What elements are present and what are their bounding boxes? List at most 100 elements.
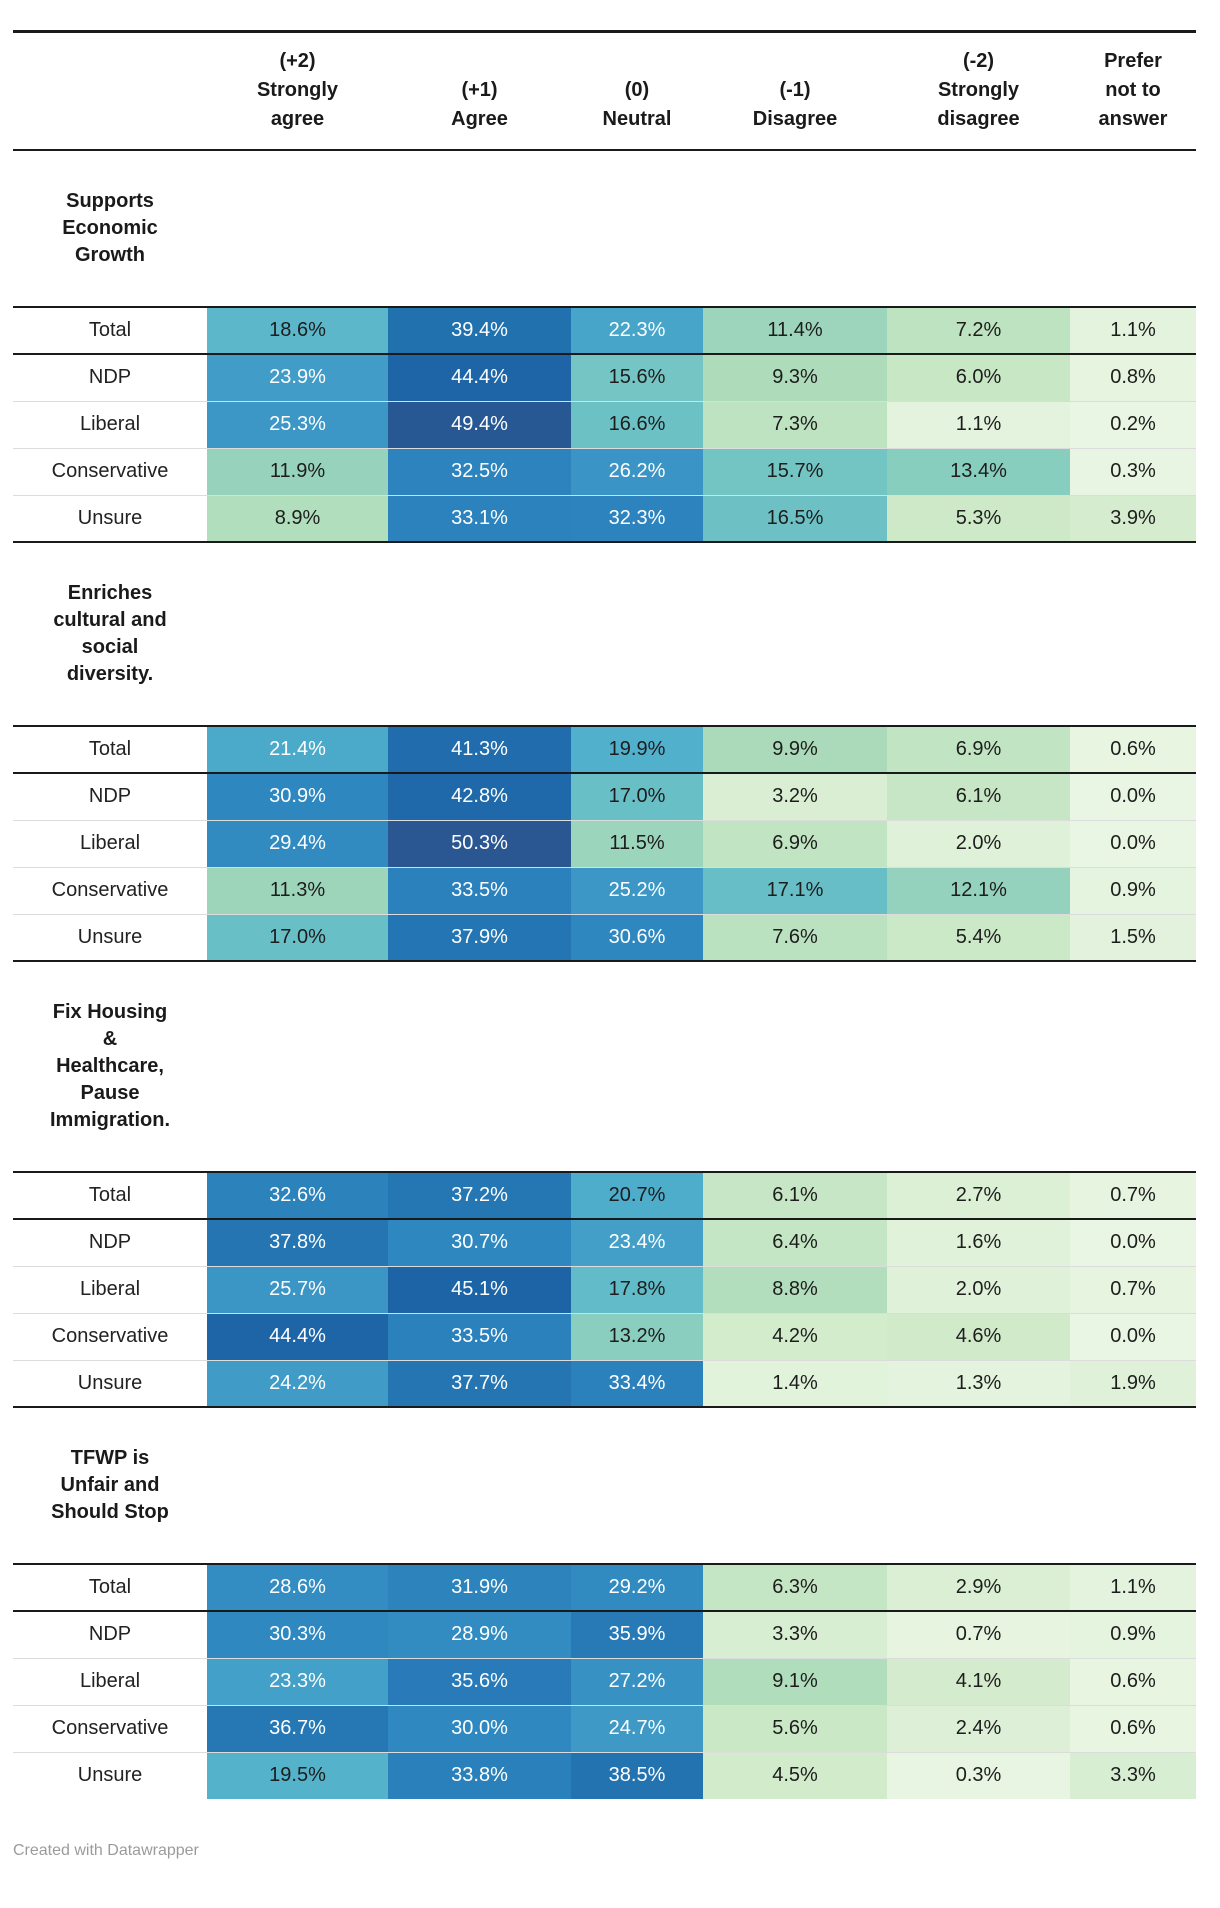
value-cell-agree: 30.0%: [388, 1705, 571, 1752]
row-label: NDP: [13, 354, 207, 401]
value-cell-strongly-agree: 36.7%: [207, 1705, 388, 1752]
value-cell-strongly-agree: 25.3%: [207, 401, 388, 448]
value-cell-strongly-disagree: 13.4%: [887, 448, 1070, 495]
value-cell-neutral: 22.3%: [571, 307, 703, 354]
value-cell-prefer-not-to-answer: 0.0%: [1070, 1219, 1196, 1266]
value-cell-neutral: 20.7%: [571, 1172, 703, 1219]
table-row: Total 32.6% 37.2% 20.7% 6.1% 2.7% 0.7%: [13, 1172, 1196, 1219]
table-row: Conservative 11.3% 33.5% 25.2% 17.1% 12.1% 0.9…: [13, 867, 1196, 914]
value-cell-agree: 35.6%: [388, 1658, 571, 1705]
value-cell-agree: 45.1%: [388, 1266, 571, 1313]
value-cell-agree: 44.4%: [388, 354, 571, 401]
value-cell-disagree: 5.6%: [703, 1705, 887, 1752]
table-row: Liberal 29.4% 50.3% 11.5% 6.9% 2.0% 0.0%: [13, 820, 1196, 867]
value-cell-agree: 37.9%: [388, 914, 571, 961]
value-cell-strongly-agree: 23.9%: [207, 354, 388, 401]
column-header-agree: (+1) Agree: [451, 79, 508, 130]
value-cell-neutral: 17.0%: [571, 773, 703, 820]
value-cell-prefer-not-to-answer: 1.5%: [1070, 914, 1196, 961]
value-cell-prefer-not-to-answer: 0.3%: [1070, 448, 1196, 495]
table-row: Liberal 23.3% 35.6% 27.2% 9.1% 4.1% 0.6%: [13, 1658, 1196, 1705]
section-title-row: TFWP is Unfair and Should Stop: [13, 1407, 1196, 1564]
section-title-row: Supports Economic Growth: [13, 150, 1196, 307]
value-cell-neutral: 29.2%: [571, 1564, 703, 1611]
value-cell-neutral: 16.6%: [571, 401, 703, 448]
table-row: Conservative 11.9% 32.5% 26.2% 15.7% 13.4% 0.3…: [13, 448, 1196, 495]
value-cell-agree: 28.9%: [388, 1611, 571, 1658]
value-cell-agree: 33.1%: [388, 495, 571, 542]
value-cell-strongly-disagree: 12.1%: [887, 867, 1070, 914]
value-cell-prefer-not-to-answer: 0.7%: [1070, 1172, 1196, 1219]
row-label: Total: [13, 726, 207, 773]
value-cell-disagree: 9.3%: [703, 354, 887, 401]
value-cell-neutral: 35.9%: [571, 1611, 703, 1658]
value-cell-neutral: 30.6%: [571, 914, 703, 961]
value-cell-strongly-disagree: 6.1%: [887, 773, 1070, 820]
value-cell-disagree: 6.1%: [703, 1172, 887, 1219]
table-row: Unsure 24.2% 37.7% 33.4% 1.4% 1.3% 1.9%: [13, 1360, 1196, 1407]
table-row: Conservative 36.7% 30.0% 24.7% 5.6% 2.4% 0.6%: [13, 1705, 1196, 1752]
value-cell-strongly-disagree: 7.2%: [887, 307, 1070, 354]
value-cell-neutral: 11.5%: [571, 820, 703, 867]
value-cell-agree: 33.5%: [388, 867, 571, 914]
value-cell-agree: 41.3%: [388, 726, 571, 773]
value-cell-strongly-disagree: 4.6%: [887, 1313, 1070, 1360]
column-header-neutral: (0) Neutral: [602, 79, 672, 130]
section-title-spacer: [207, 150, 1196, 307]
value-cell-prefer-not-to-answer: 0.9%: [1070, 1611, 1196, 1658]
value-cell-neutral: 33.4%: [571, 1360, 703, 1407]
value-cell-prefer-not-to-answer: 1.9%: [1070, 1360, 1196, 1407]
value-cell-strongly-agree: 30.3%: [207, 1611, 388, 1658]
row-label: Liberal: [13, 401, 207, 448]
value-cell-strongly-agree: 44.4%: [207, 1313, 388, 1360]
table-row: Liberal 25.7% 45.1% 17.8% 8.8% 2.0% 0.7%: [13, 1266, 1196, 1313]
value-cell-neutral: 13.2%: [571, 1313, 703, 1360]
value-cell-strongly-disagree: 2.9%: [887, 1564, 1070, 1611]
column-header-prefer-not-to-answer: Prefer not to answer: [1098, 50, 1168, 130]
value-cell-disagree: 4.5%: [703, 1752, 887, 1799]
table-row: NDP 37.8% 30.7% 23.4% 6.4% 1.6% 0.0%: [13, 1219, 1196, 1266]
row-label: Liberal: [13, 1658, 207, 1705]
row-label: NDP: [13, 1611, 207, 1658]
value-cell-prefer-not-to-answer: 0.6%: [1070, 1705, 1196, 1752]
table-row: Total 28.6% 31.9% 29.2% 6.3% 2.9% 1.1%: [13, 1564, 1196, 1611]
value-cell-neutral: 32.3%: [571, 495, 703, 542]
section-title-row: Fix Housing & Healthcare, Pause Immigrat…: [13, 961, 1196, 1172]
value-cell-neutral: 15.6%: [571, 354, 703, 401]
section-title: TFWP is Unfair and Should Stop: [51, 1447, 169, 1523]
value-cell-strongly-agree: 37.8%: [207, 1219, 388, 1266]
value-cell-agree: 31.9%: [388, 1564, 571, 1611]
value-cell-agree: 39.4%: [388, 307, 571, 354]
section-title-spacer: [207, 542, 1196, 726]
value-cell-agree: 50.3%: [388, 820, 571, 867]
table-header: (+2) Strongly agree (+1) Agree (0) Neutral…: [13, 32, 1196, 150]
value-cell-disagree: 7.6%: [703, 914, 887, 961]
value-cell-disagree: 17.1%: [703, 867, 887, 914]
value-cell-strongly-agree: 32.6%: [207, 1172, 388, 1219]
row-label: Total: [13, 1172, 207, 1219]
value-cell-neutral: 23.4%: [571, 1219, 703, 1266]
value-cell-prefer-not-to-answer: 0.6%: [1070, 726, 1196, 773]
value-cell-strongly-agree: 18.6%: [207, 307, 388, 354]
row-label: Total: [13, 1564, 207, 1611]
value-cell-strongly-agree: 21.4%: [207, 726, 388, 773]
value-cell-prefer-not-to-answer: 0.0%: [1070, 1313, 1196, 1360]
table-row: NDP 30.9% 42.8% 17.0% 3.2% 6.1% 0.0%: [13, 773, 1196, 820]
value-cell-strongly-disagree: 5.3%: [887, 495, 1070, 542]
column-header-strongly-agree: (+2) Strongly agree: [256, 50, 339, 130]
value-cell-disagree: 11.4%: [703, 307, 887, 354]
value-cell-disagree: 1.4%: [703, 1360, 887, 1407]
value-cell-strongly-agree: 8.9%: [207, 495, 388, 542]
value-cell-neutral: 27.2%: [571, 1658, 703, 1705]
table-row: Unsure 19.5% 33.8% 38.5% 4.5% 0.3% 3.3%: [13, 1752, 1196, 1799]
value-cell-strongly-disagree: 0.7%: [887, 1611, 1070, 1658]
value-cell-strongly-disagree: 2.7%: [887, 1172, 1070, 1219]
value-cell-strongly-disagree: 2.0%: [887, 1266, 1070, 1313]
value-cell-strongly-disagree: 6.0%: [887, 354, 1070, 401]
row-label: Unsure: [13, 914, 207, 961]
value-cell-strongly-disagree: 2.0%: [887, 820, 1070, 867]
value-cell-agree: 33.8%: [388, 1752, 571, 1799]
datawrapper-attribution-link[interactable]: Created with Datawrapper: [13, 1842, 199, 1859]
row-label: Conservative: [13, 1313, 207, 1360]
